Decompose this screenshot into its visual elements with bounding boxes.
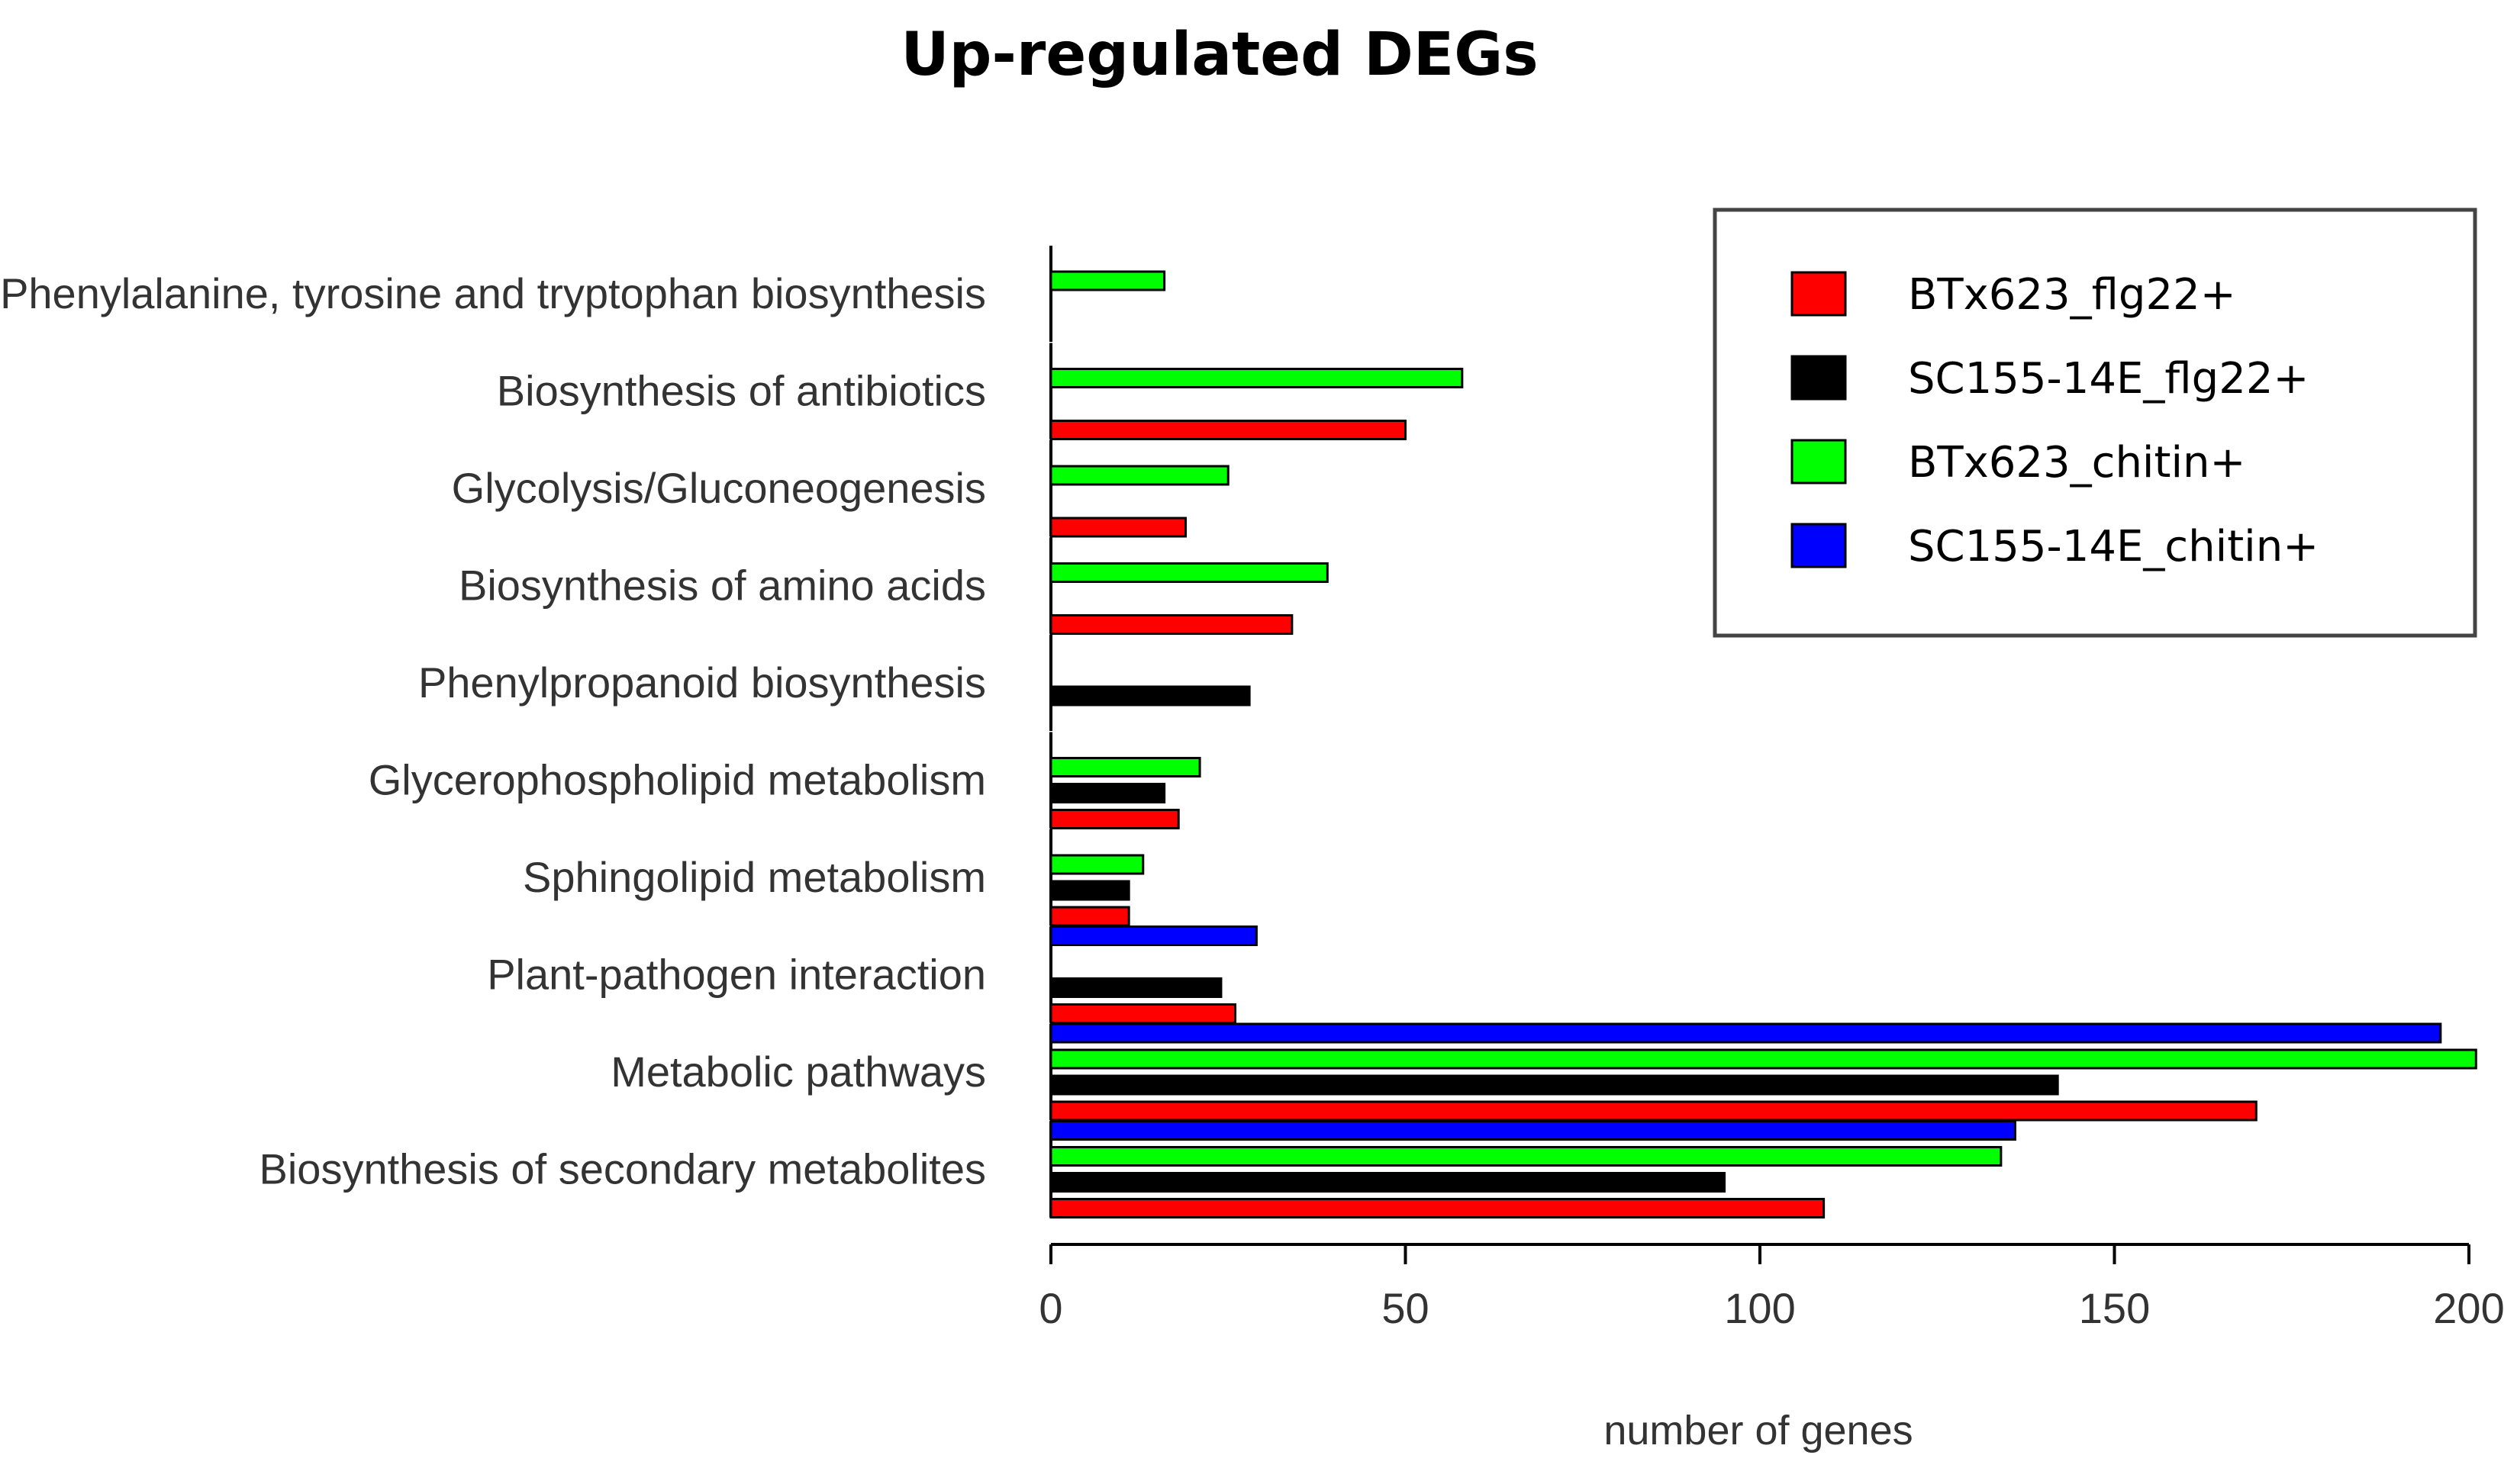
chart-title: Up-regulated DEGs <box>901 21 1538 89</box>
bar <box>1049 925 1258 946</box>
bar <box>1049 809 1180 829</box>
bar <box>1049 880 1130 901</box>
legend-label: BTx623_chitin+ <box>1908 438 2245 488</box>
category-label: Glycerophospholipid metabolism <box>369 756 986 804</box>
legend-swatch <box>1790 523 1847 568</box>
bar <box>1049 614 1294 635</box>
legend-label: SC155-14E_flg22+ <box>1908 354 2309 404</box>
bar <box>1049 420 1407 440</box>
bar <box>1049 270 1166 291</box>
bar <box>1049 368 1464 388</box>
bar <box>1049 977 1223 998</box>
x-tick-label: 0 <box>1039 1284 1062 1332</box>
bar <box>1049 465 1229 486</box>
legend-label: SC155-14E_chitin+ <box>1908 522 2319 571</box>
bars-group <box>1049 246 2477 1218</box>
legend-swatch <box>1790 355 1847 401</box>
category-label: Biosynthesis of amino acids <box>459 562 986 610</box>
x-tick-label: 50 <box>1381 1284 1429 1332</box>
category-label: Plant-pathogen interaction <box>487 951 986 999</box>
bar <box>1049 854 1145 875</box>
bar <box>1049 1172 1726 1193</box>
bar <box>1049 1146 2003 1167</box>
category-label: Biosynthesis of secondary metabolites <box>259 1145 987 1193</box>
bar <box>1049 517 1188 538</box>
bar <box>1049 906 1130 927</box>
category-label: Phenylpropanoid biosynthesis <box>418 658 986 707</box>
category-labels: Phenylalanine, tyrosine and tryptophan b… <box>0 269 986 1193</box>
legend-swatch <box>1790 271 1847 317</box>
bar <box>1049 1003 1237 1024</box>
x-axis: 0 50 100 150 200 <box>1039 1243 2505 1332</box>
bar <box>1049 783 1166 803</box>
x-axis-title: number of genes <box>1603 1408 1913 1453</box>
bar <box>1049 1048 2477 1070</box>
x-tick-label: 150 <box>2079 1284 2150 1332</box>
category-label: Metabolic pathways <box>611 1048 986 1096</box>
legend: BTx623_flg22+ SC155-14E_flg22+ BTx623_chit… <box>1713 208 2477 638</box>
category-label: Sphingolipid metabolism <box>523 853 986 901</box>
bar <box>1049 1022 2442 1044</box>
legend-swatch <box>1790 439 1847 484</box>
legend-label: BTx623_flg22+ <box>1908 270 2236 320</box>
bar <box>1049 1120 2016 1141</box>
bar <box>1049 1100 2258 1122</box>
category-label: Phenylalanine, tyrosine and tryptophan b… <box>0 269 986 317</box>
category-label: Glycolysis/Gluconeogenesis <box>452 464 986 512</box>
x-tick-label: 200 <box>2433 1284 2504 1332</box>
x-tick-label: 100 <box>1724 1284 1795 1332</box>
bar <box>1049 1074 2059 1096</box>
bar <box>1049 562 1329 583</box>
bar <box>1049 685 1251 707</box>
bar <box>1049 757 1201 777</box>
category-label: Biosynthesis of antibiotics <box>497 367 986 415</box>
bar <box>1049 1198 1826 1218</box>
